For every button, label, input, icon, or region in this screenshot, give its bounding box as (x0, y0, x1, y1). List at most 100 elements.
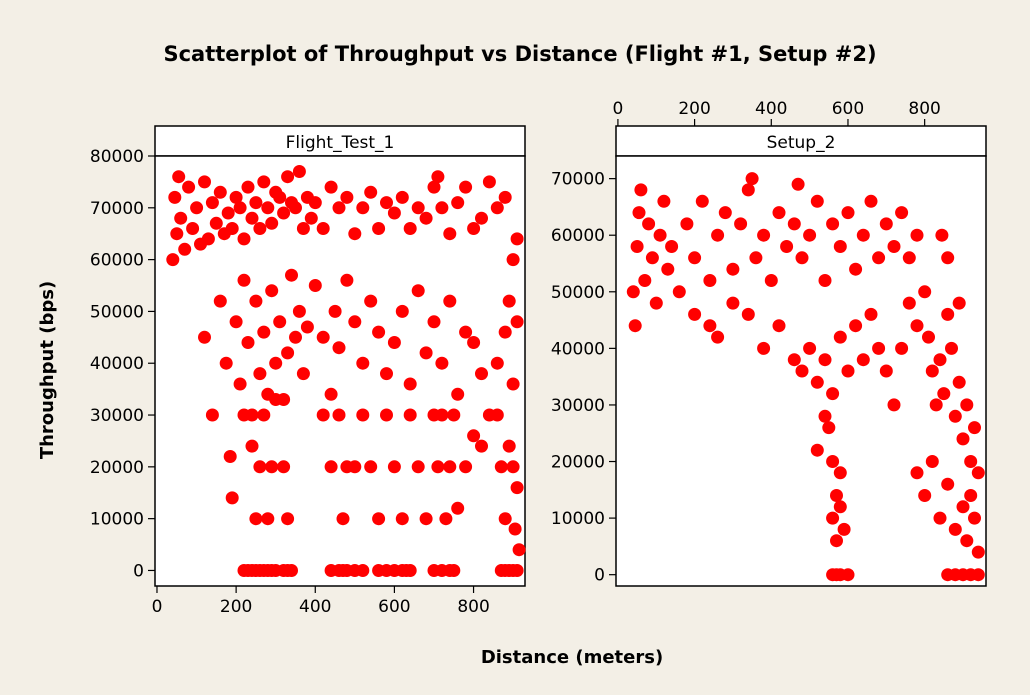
y-tick-label: 40000 (551, 339, 605, 359)
panel-flight-test-1: Flight_Test_1 0 10000 20000 30000 40000 50000… (90, 125, 526, 617)
data-point (506, 460, 520, 474)
data-point (380, 367, 393, 381)
data-point (265, 460, 279, 474)
data-point (657, 194, 671, 208)
data-point (178, 242, 192, 256)
data-point (269, 356, 283, 370)
data-point (490, 408, 504, 422)
data-point (395, 190, 409, 204)
data-point (830, 534, 843, 548)
data-point (190, 201, 204, 215)
data-point (482, 175, 496, 189)
data-point (887, 398, 901, 412)
data-point (703, 319, 717, 333)
data-point (387, 206, 401, 220)
data-point (718, 206, 732, 220)
data-point (435, 408, 449, 422)
x-tick-label: 0 (613, 99, 624, 119)
data-point (300, 320, 314, 334)
x-tick-label: 600 (378, 597, 410, 617)
y-tick-label: 10000 (90, 510, 144, 530)
data-point (213, 185, 227, 199)
data-point (506, 377, 520, 391)
data-point (787, 217, 801, 231)
data-point (205, 196, 219, 210)
data-point (364, 460, 378, 474)
data-point (249, 196, 263, 210)
data-point (810, 375, 824, 389)
data-point (688, 307, 702, 321)
data-point (411, 284, 425, 298)
data-point (895, 341, 909, 355)
x-tick-label: 800 (457, 597, 489, 617)
data-point (277, 206, 291, 220)
data-point (372, 325, 386, 339)
data-point (364, 185, 378, 199)
data-point (960, 398, 974, 412)
data-point (937, 387, 951, 401)
y-tick-label: 60000 (551, 226, 605, 246)
panel-1-points (166, 165, 526, 577)
data-point (910, 466, 924, 480)
data-point (213, 294, 227, 308)
data-point (734, 217, 748, 231)
data-point (443, 294, 457, 308)
panel-1-strip (154, 125, 526, 157)
chart-title: Scatterplot of Throughput vs Distance (F… (163, 42, 876, 66)
data-point (261, 201, 275, 215)
data-point (245, 211, 259, 225)
data-point (964, 489, 978, 502)
data-point (918, 285, 932, 299)
data-point (395, 512, 409, 526)
data-point (166, 253, 180, 267)
data-point (285, 564, 298, 577)
data-point (170, 227, 184, 241)
data-point (387, 336, 401, 349)
data-point (265, 284, 279, 298)
data-point (952, 296, 966, 310)
data-point (826, 511, 840, 525)
data-point (822, 421, 836, 435)
data-point (964, 455, 978, 468)
data-point (332, 408, 346, 422)
data-point (219, 356, 233, 370)
data-point (772, 319, 786, 333)
data-point (749, 251, 763, 265)
panel-2-strip-label: Setup_2 (767, 133, 836, 153)
data-point (336, 512, 350, 526)
y-tick-label: 30000 (551, 396, 605, 416)
y-axis-label: Throughput (bps) (37, 281, 58, 459)
data-point (745, 172, 759, 186)
data-point (887, 240, 901, 253)
data-point (304, 211, 318, 225)
x-tick-label: 200 (220, 597, 252, 617)
data-point (229, 190, 243, 204)
data-point (249, 512, 263, 526)
data-point (757, 228, 771, 242)
data-point (395, 304, 409, 318)
data-point (209, 216, 223, 230)
data-point (364, 294, 378, 308)
x-tick-label: 400 (755, 99, 787, 119)
data-point (945, 341, 958, 355)
data-point (439, 512, 453, 526)
data-point (356, 356, 370, 370)
data-point (451, 387, 465, 401)
x-tick-label: 0 (152, 597, 163, 617)
data-point (688, 251, 702, 265)
x-tick-label: 400 (299, 597, 331, 617)
data-point (261, 512, 275, 526)
data-point (642, 217, 656, 231)
data-point (380, 196, 393, 210)
data-point (968, 421, 981, 435)
data-point (316, 222, 330, 235)
data-point (929, 398, 943, 412)
data-point (292, 165, 306, 178)
data-point (895, 206, 909, 220)
data-point (661, 262, 675, 276)
data-point (372, 512, 386, 526)
data-point (803, 341, 817, 355)
data-point (316, 408, 330, 422)
y-tick-label: 0 (133, 561, 144, 581)
data-point (475, 439, 488, 453)
